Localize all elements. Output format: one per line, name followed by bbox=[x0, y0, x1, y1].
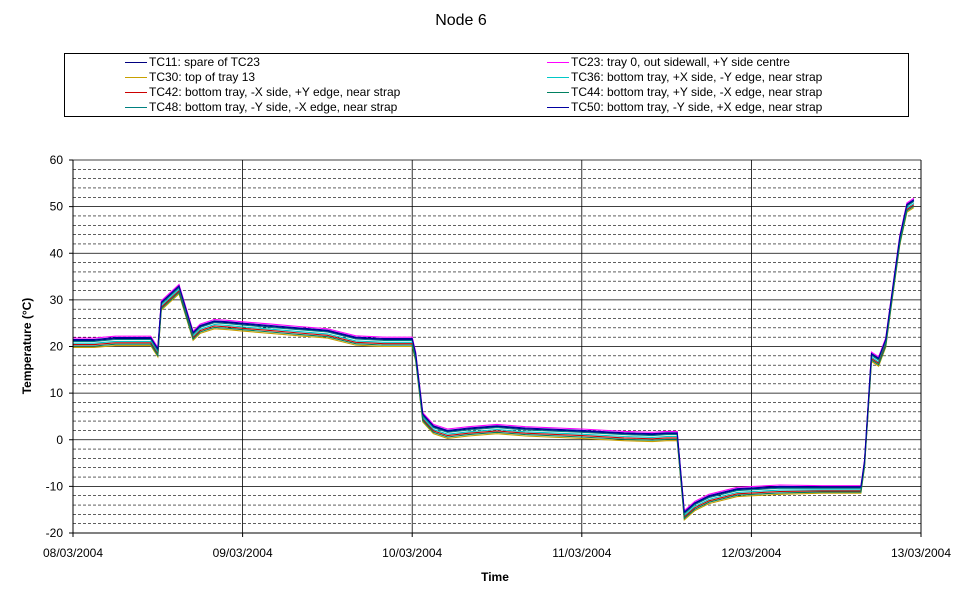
legend-label: TC42: bottom tray, -X side, +Y edge, nea… bbox=[149, 85, 401, 99]
y-tick-label: 20 bbox=[50, 340, 64, 354]
y-tick-label: 10 bbox=[50, 386, 64, 400]
legend: TC11: spare of TC23 TC23: tray 0, out sid… bbox=[64, 53, 909, 117]
y-tick-label: 30 bbox=[50, 293, 64, 307]
legend-label: TC30: top of tray 13 bbox=[149, 70, 256, 84]
x-axis-label: Time bbox=[481, 570, 509, 584]
x-tick-label: 10/03/2004 bbox=[382, 546, 442, 560]
legend-swatch bbox=[547, 92, 569, 93]
x-tick-label: 08/03/2004 bbox=[43, 546, 103, 560]
legend-label: TC50: bottom tray, -Y side, +X edge, nea… bbox=[571, 100, 823, 114]
legend-label: TC44: bottom tray, +Y side, -X edge, nea… bbox=[571, 85, 823, 99]
chart-title: Node 6 bbox=[435, 12, 487, 29]
x-tick-label: 09/03/2004 bbox=[213, 546, 273, 560]
legend-swatch bbox=[547, 107, 569, 108]
axes: -20 -10 0 10 20 30 40 50 60 08/03/2004 09/03/2004 1… bbox=[43, 153, 951, 560]
legend-label: TC23: tray 0, out sidewall, +Y side cent… bbox=[571, 55, 790, 69]
legend-swatch bbox=[125, 92, 147, 93]
legend-swatch bbox=[547, 77, 569, 78]
legend-label: TC11: spare of TC23 bbox=[149, 55, 260, 69]
y-tick-label: -10 bbox=[46, 479, 64, 493]
y-tick-label: 0 bbox=[56, 433, 63, 447]
y-axis-label: Temperature (°C) bbox=[20, 298, 34, 395]
y-tick-label: 40 bbox=[50, 246, 64, 260]
x-tick-label: 11/03/2004 bbox=[552, 546, 611, 560]
legend-swatch bbox=[125, 77, 147, 78]
series-layer bbox=[73, 197, 915, 522]
y-tick-label: 60 bbox=[50, 153, 64, 167]
legend-swatch bbox=[125, 62, 147, 63]
legend-swatch bbox=[125, 107, 147, 108]
grid bbox=[72, 159, 922, 534]
x-tick-label: 13/03/2004 bbox=[891, 546, 951, 560]
y-tick-label: 50 bbox=[50, 200, 64, 214]
legend-swatch bbox=[547, 62, 569, 63]
legend-label: TC36: bottom tray, +X side, -Y edge, nea… bbox=[571, 70, 823, 84]
legend-label: TC48: bottom tray, -Y side, -X edge, nea… bbox=[149, 100, 398, 114]
series-line-8 bbox=[73, 199, 915, 514]
x-tick-label: 12/03/2004 bbox=[721, 546, 781, 560]
y-tick-label: -20 bbox=[46, 526, 64, 540]
